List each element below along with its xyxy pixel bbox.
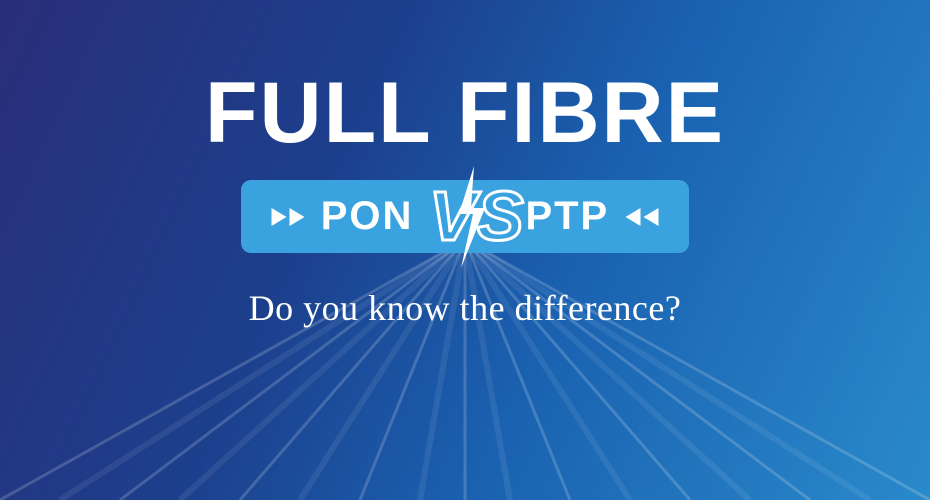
vs-badge-row: PON V S PTP	[241, 180, 689, 253]
main-title: FULL FIBRE	[205, 70, 725, 156]
fast-forward-icon	[271, 208, 305, 226]
tagline: Do you know the difference?	[249, 287, 682, 329]
vs-letter-s: S	[477, 177, 524, 255]
rewind-icon	[625, 208, 659, 226]
light-rays	[0, 240, 930, 500]
infographic-canvas: FULL FIBRE PON V S PTP	[0, 0, 930, 500]
